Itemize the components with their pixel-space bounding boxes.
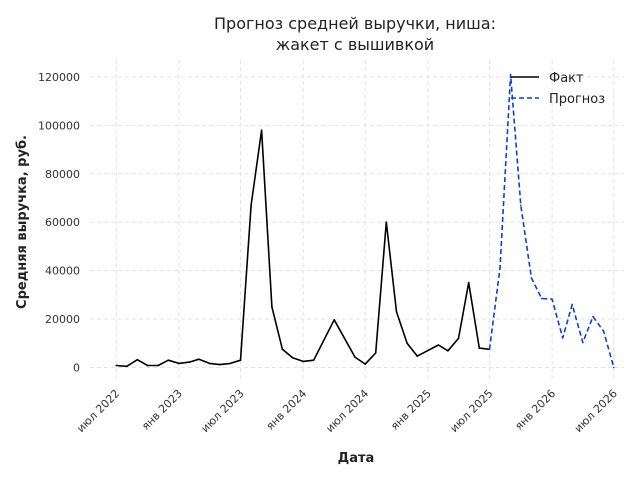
- data-point: [509, 73, 512, 76]
- data-point: [146, 364, 149, 367]
- data-point: [178, 362, 180, 365]
- data-point: [115, 364, 117, 367]
- data-point: [291, 357, 294, 359]
- x-tick-label: июл 2024: [323, 387, 371, 435]
- y-tick-label: 40000: [45, 265, 80, 278]
- data-point: [198, 358, 200, 361]
- data-point: [333, 319, 336, 321]
- data-point: [447, 350, 449, 352]
- data-point: [499, 267, 501, 270]
- series-lines: [115, 73, 615, 369]
- data-point: [406, 342, 408, 345]
- data-point: [602, 330, 605, 333]
- chart-title-line-2: жакет с вышивкой: [276, 35, 434, 54]
- data-point: [219, 363, 221, 366]
- data-point: [551, 298, 553, 301]
- x-tick-label: июл 2025: [448, 387, 496, 435]
- data-point: [385, 221, 388, 223]
- data-point: [561, 337, 564, 339]
- data-point: [302, 360, 305, 363]
- data-point: [582, 341, 584, 344]
- data-point: [188, 361, 191, 363]
- data-point: [478, 347, 481, 349]
- y-tick-label: 0: [73, 361, 80, 374]
- data-point: [457, 337, 460, 340]
- x-tick-label: июл 2023: [199, 387, 247, 435]
- x-tick-label: июл 2022: [74, 387, 122, 435]
- data-point: [437, 344, 440, 346]
- legend: Факт Прогноз: [511, 71, 605, 107]
- data-point: [364, 363, 367, 365]
- y-tick-label: 60000: [45, 216, 80, 229]
- data-point: [571, 303, 573, 306]
- data-point: [229, 362, 232, 365]
- data-point: [208, 362, 211, 365]
- data-point: [395, 311, 398, 313]
- x-tick-label: июл 2026: [572, 387, 620, 435]
- data-point: [239, 359, 242, 362]
- data-point: [136, 358, 139, 361]
- x-axis-label: Дата: [338, 451, 375, 466]
- y-axis-label: Средняя выручка, руб.: [15, 135, 30, 309]
- data-point: [126, 365, 128, 368]
- data-point: [167, 359, 170, 362]
- data-point: [157, 364, 159, 367]
- legend-label-fact: Факт: [549, 71, 584, 86]
- chart-title-line-1: Прогноз средней выручки, ниша:: [214, 14, 496, 33]
- data-point: [488, 348, 491, 351]
- x-tick-label: янв 2024: [263, 387, 309, 433]
- y-tick-label: 100000: [38, 119, 80, 132]
- data-point: [520, 204, 522, 207]
- data-point: [354, 356, 356, 358]
- x-tick-label: янв 2026: [512, 387, 558, 433]
- x-tick-label: янв 2025: [388, 387, 434, 433]
- series-line-fact: [116, 129, 490, 368]
- legend-label-forecast: Прогноз: [549, 92, 605, 107]
- grid: [90, 60, 624, 382]
- data-point: [530, 277, 533, 279]
- x-axis-ticks: июл 2022 янв 2023 июл 2023 янв 2024 июл 2024…: [74, 387, 620, 435]
- y-tick-label: 120000: [38, 71, 80, 84]
- y-tick-label: 20000: [45, 313, 80, 326]
- data-point: [374, 352, 377, 354]
- data-point: [281, 348, 284, 351]
- data-point: [540, 297, 543, 300]
- data-point: [271, 306, 273, 308]
- data-point: [613, 366, 615, 369]
- y-axis-ticks: 0 20000 40000 60000 80000 100000 120000: [38, 71, 80, 375]
- data-point: [312, 359, 315, 362]
- data-point: [467, 281, 470, 284]
- data-point: [260, 129, 263, 131]
- y-tick-label: 80000: [45, 168, 80, 181]
- x-tick-label: янв 2023: [139, 387, 185, 433]
- data-point: [416, 355, 419, 357]
- data-point: [592, 315, 594, 318]
- data-point: [250, 204, 252, 207]
